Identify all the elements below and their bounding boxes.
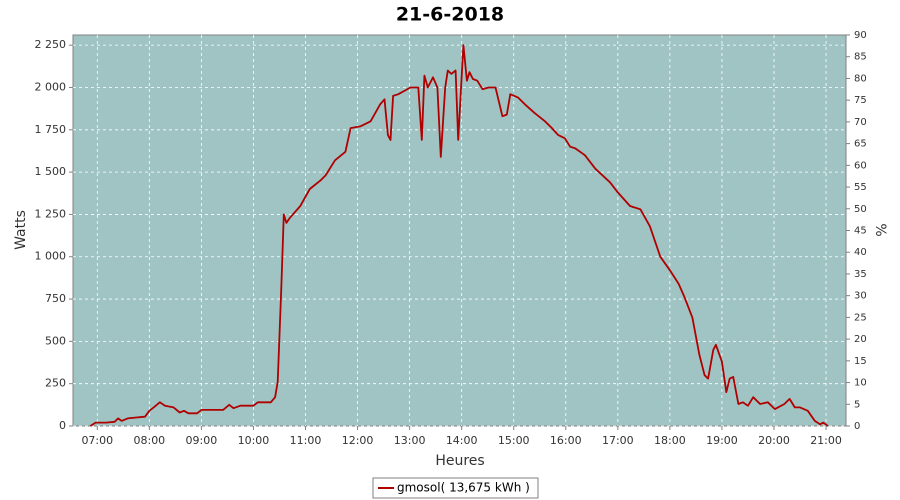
y2-tick-label: 75	[854, 95, 867, 106]
x-tick-label: 16:00	[550, 434, 582, 447]
plot-area	[72, 34, 847, 427]
y2-tick-label: 50	[854, 204, 867, 215]
x-tick-label: 10:00	[238, 434, 270, 447]
x-tick-label: 17:00	[602, 434, 634, 447]
data-line	[89, 44, 829, 427]
y2-tick-label: 30	[854, 291, 867, 302]
chart-title: 21-6-2018	[396, 4, 504, 26]
y2-tick-label: 65	[854, 139, 867, 150]
y-tick-label: 2 250	[35, 38, 67, 51]
y-tick-label: 0	[59, 419, 66, 432]
legend: gmosol( 13,675 kWh )	[372, 477, 539, 499]
x-tick-label: 18:00	[654, 434, 686, 447]
legend-box	[372, 477, 539, 499]
legend-label: gmosol( 13,675 kWh )	[397, 481, 530, 495]
x-axis-label: Heures	[435, 453, 484, 469]
y2-tick-label: 55	[854, 182, 867, 193]
y-tick-label: 500	[45, 334, 66, 347]
y2-tick-label: 25	[854, 312, 867, 323]
y2-tick-label: 85	[854, 52, 867, 63]
y2-tick-label: 20	[854, 334, 867, 345]
y2-tick-label: 40	[854, 247, 867, 258]
y-axis-label: Watts	[13, 210, 29, 250]
y2-tick-label: 90	[854, 30, 867, 41]
y-tick-label: 750	[45, 292, 66, 305]
y-tick-label: 1 250	[35, 207, 67, 220]
x-tick-label: 20:00	[758, 434, 790, 447]
y2-tick-label: 15	[854, 356, 867, 367]
x-tick-label: 12:00	[342, 434, 374, 447]
y2-tick-label: 35	[854, 269, 867, 280]
x-tick-label: 14:00	[446, 434, 478, 447]
x-tick-label: 08:00	[133, 434, 165, 447]
y-tick-label: 1 000	[35, 250, 67, 263]
y2-tick-label: 0	[854, 421, 860, 432]
y2-tick-label: 10	[854, 378, 867, 389]
y2-tick-label: 45	[854, 226, 867, 237]
y2-tick-label: 80	[854, 73, 867, 84]
y2-axis-label: %	[872, 223, 888, 236]
y-tick-label: 1 500	[35, 165, 67, 178]
x-tick-label: 11:00	[290, 434, 322, 447]
x-tick-label: 19:00	[706, 434, 738, 447]
y-tick-label: 2 000	[35, 80, 67, 93]
x-tick-label: 21:00	[810, 434, 842, 447]
x-tick-label: 13:00	[394, 434, 426, 447]
y-tick-label: 250	[45, 377, 66, 390]
x-tick-label: 07:00	[81, 434, 113, 447]
y-tick-label: 1 750	[35, 123, 67, 136]
y2-tick-label: 5	[854, 399, 860, 410]
y2-tick-label: 60	[854, 160, 867, 171]
x-tick-label: 09:00	[186, 434, 218, 447]
x-tick-label: 15:00	[498, 434, 530, 447]
y2-tick-label: 70	[854, 117, 867, 128]
